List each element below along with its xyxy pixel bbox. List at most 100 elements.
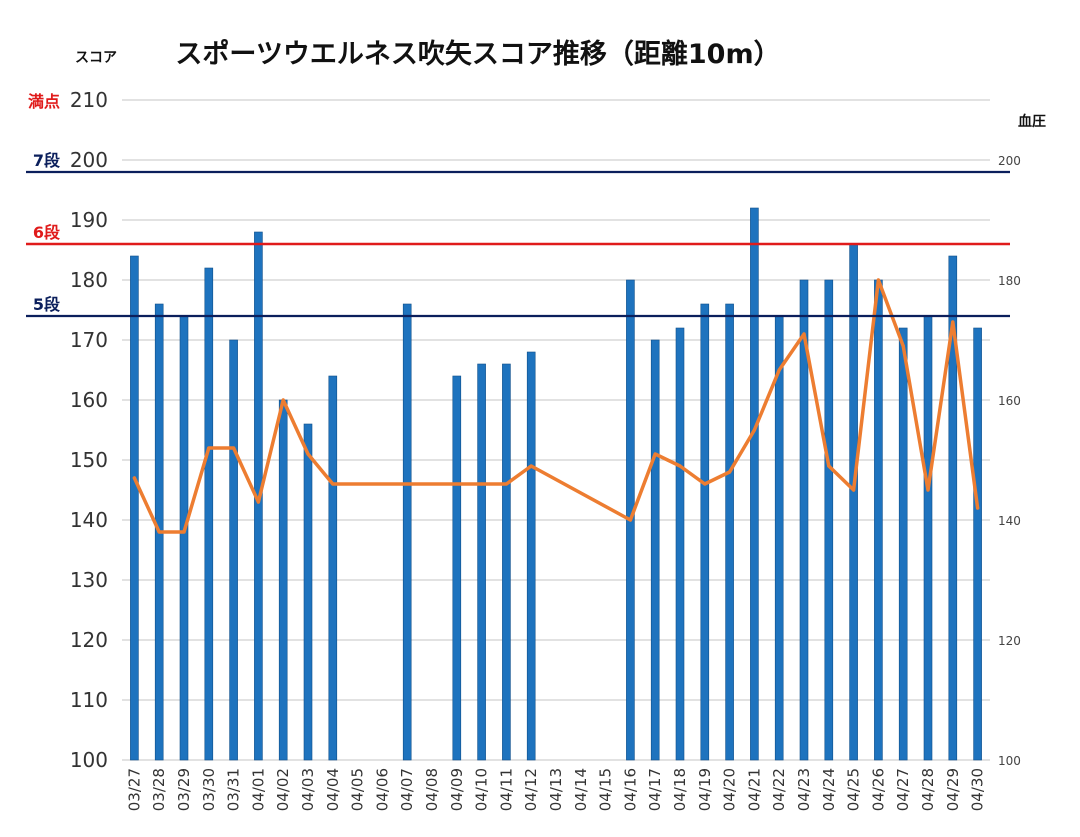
x-tick-label: 04/29: [944, 768, 962, 811]
bar: [477, 363, 486, 761]
bar: [948, 255, 958, 761]
y-tick-label: 190: [70, 208, 108, 232]
line-point: [703, 482, 707, 486]
x-tick-label: 04/27: [894, 768, 912, 811]
line-point: [951, 320, 955, 324]
x-tick-label: 03/28: [150, 768, 168, 811]
bar: [898, 327, 908, 761]
x-tick-label: 04/01: [249, 768, 267, 811]
x-tick-label: 04/09: [448, 768, 466, 811]
bar: [526, 351, 536, 761]
x-tick-label: 03/31: [225, 768, 243, 811]
bar: [750, 207, 759, 761]
x-tick-label: 04/12: [522, 768, 540, 811]
line-point: [182, 530, 186, 534]
x-tick-label: 04/08: [423, 768, 441, 811]
x-tick-label: 04/15: [597, 768, 615, 811]
x-tick-label: 04/06: [373, 768, 391, 811]
reference-label: 満点: [28, 92, 60, 111]
y2-tick-label: 200: [998, 154, 1021, 168]
x-tick-label: 04/02: [274, 768, 292, 811]
bar: [774, 315, 784, 761]
line-point: [827, 464, 831, 468]
x-tick-label: 04/07: [398, 768, 416, 811]
y-tick-label: 210: [70, 88, 108, 112]
y-tick-label: 120: [70, 628, 108, 652]
y2-tick-label: 140: [998, 514, 1021, 528]
bar: [278, 399, 288, 761]
x-tick-label: 04/19: [696, 768, 714, 811]
x-tick-label: 04/23: [795, 768, 813, 811]
line-point: [901, 344, 905, 348]
bar: [725, 303, 734, 761]
x-tick-label: 04/13: [547, 768, 565, 811]
bar: [229, 339, 238, 761]
y-tick-label: 140: [70, 508, 108, 532]
x-tick-label: 03/30: [200, 768, 218, 811]
y-tick-label: 200: [70, 148, 108, 172]
y2-tick-label: 160: [998, 394, 1021, 408]
bar: [650, 339, 660, 761]
bar: [923, 315, 933, 761]
bar: [502, 363, 511, 761]
y2-tick-label: 180: [998, 274, 1021, 288]
reference-label: 6段: [33, 223, 61, 242]
bar: [824, 279, 834, 761]
ticks-layer: 100 110 120 130 140 150 160 170 180 190 200 210 100 1…: [70, 88, 1021, 811]
line-point: [926, 488, 930, 492]
x-tick-label: 04/04: [324, 768, 342, 811]
reference-label: 7段: [33, 151, 61, 170]
line-point: [529, 464, 533, 468]
line-point: [802, 332, 806, 336]
x-tick-label: 04/17: [646, 768, 664, 811]
y-tick-label: 110: [70, 688, 108, 712]
y2-tick-label: 100: [998, 754, 1021, 768]
chart-title: スポーツウエルネス吹矢スコア推移（距離10m）: [175, 38, 780, 70]
bar: [303, 423, 313, 761]
x-tick-label: 04/18: [671, 768, 689, 811]
grid-layer: [122, 99, 990, 761]
x-tick-label: 04/24: [820, 768, 838, 811]
x-tick-label: 03/29: [175, 768, 193, 811]
x-tick-label: 04/22: [770, 768, 788, 811]
bar: [675, 327, 685, 761]
line-point: [628, 518, 633, 522]
x-tick-label: 04/03: [299, 768, 317, 811]
right-axis-title: 血圧: [1018, 113, 1046, 130]
bar: [973, 327, 982, 761]
bar: [874, 279, 883, 761]
line-point: [132, 476, 136, 480]
reference-lines-layer: 満点 7段 6段 5段: [26, 92, 1010, 318]
y2-tick-label: 120: [998, 634, 1021, 648]
x-tick-label: 04/20: [721, 768, 739, 811]
bar: [328, 375, 338, 761]
x-tick-label: 04/14: [572, 768, 590, 811]
line-point: [405, 482, 409, 486]
y-tick-label: 100: [70, 748, 108, 772]
line-point: [232, 446, 236, 450]
x-tick-label: 04/05: [349, 768, 367, 811]
x-tick-label: 04/25: [845, 768, 863, 811]
bar: [179, 315, 189, 761]
bar: [204, 267, 214, 761]
bar: [700, 303, 710, 761]
line-point: [678, 464, 682, 468]
line-point: [256, 500, 260, 504]
x-tick-label: 04/16: [621, 768, 639, 811]
y-tick-label: 130: [70, 568, 108, 592]
line-point: [306, 452, 310, 456]
bar: [402, 303, 412, 761]
line-point: [480, 482, 484, 486]
line-point: [752, 428, 757, 432]
x-tick-label: 03/27: [125, 768, 143, 811]
x-tick-label: 04/28: [919, 768, 937, 811]
line-point: [653, 452, 657, 456]
line-point: [852, 488, 856, 492]
x-tick-label: 04/10: [473, 768, 491, 811]
y-tick-label: 150: [70, 448, 108, 472]
line-point: [976, 506, 980, 510]
y-tick-label: 170: [70, 328, 108, 352]
x-tick-label: 04/21: [745, 768, 763, 811]
